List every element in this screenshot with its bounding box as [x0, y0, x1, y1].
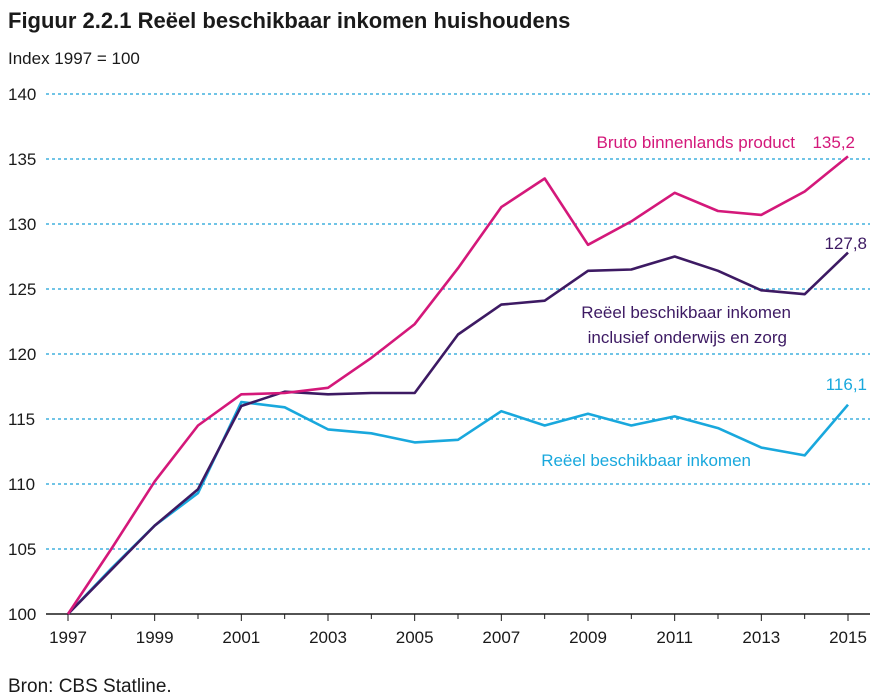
gridlines [46, 93, 870, 550]
series-line-income [67, 400, 849, 615]
y-tick-label-105: 105 [8, 540, 36, 559]
series-labels: Bruto binnenlands product 135,2 Reëel besc… [541, 133, 867, 470]
x-tick-label-1999: 1999 [136, 628, 174, 647]
y-axis-label: Index 1997 = 100 [8, 49, 140, 68]
x-tick-label-2005: 2005 [396, 628, 434, 647]
x-tick-label-1997: 1997 [49, 628, 87, 647]
x-tick-label-2015: 2015 [829, 628, 867, 647]
x-tick-label-2003: 2003 [309, 628, 347, 647]
y-tick-label-140: 140 [8, 85, 36, 104]
series-label-income: Reëel beschikbaar inkomen [541, 451, 751, 470]
x-tick-label-2001: 2001 [222, 628, 260, 647]
y-tick-label-110: 110 [8, 475, 35, 494]
end-value-income-incl: 127,8 [824, 234, 867, 253]
y-tick-label-130: 130 [8, 215, 36, 234]
end-value-income: 116,1 [826, 375, 867, 394]
y-tick-label-100: 100 [8, 605, 36, 624]
chart-title: Figuur 2.2.1 Reëel beschikbaar inkomen h… [8, 8, 571, 33]
series-lines [66, 155, 849, 615]
x-axis: 1997 1999 2001 2003 2005 2007 2009 2011 2013 2015 [46, 613, 870, 647]
series-label-income-incl-line2: inclusief onderwijs en zorg [588, 328, 787, 347]
series-label-income-incl-line1: Reëel beschikbaar inkomen [581, 303, 791, 322]
x-tick-label-2011: 2011 [656, 628, 693, 647]
x-tick-label-2013: 2013 [742, 628, 780, 647]
line-chart: 100 105 110 115 120 125 130 135 140 1997 1999 2001… [8, 85, 870, 647]
series-line-gdp [66, 155, 849, 615]
series-line-income_incl [67, 251, 849, 615]
x-tick-label-2007: 2007 [482, 628, 520, 647]
y-tick-labels: 100 105 110 115 120 125 130 135 140 [8, 85, 36, 624]
source-note: Bron: CBS Statline. [8, 676, 172, 697]
y-tick-label-125: 125 [8, 280, 36, 299]
x-tick-label-2009: 2009 [569, 628, 607, 647]
y-tick-label-120: 120 [8, 345, 36, 364]
end-value-gdp: 135,2 [812, 133, 855, 152]
y-tick-label-115: 115 [8, 410, 35, 429]
y-tick-label-135: 135 [8, 150, 36, 169]
series-label-gdp: Bruto binnenlands product [597, 133, 796, 152]
